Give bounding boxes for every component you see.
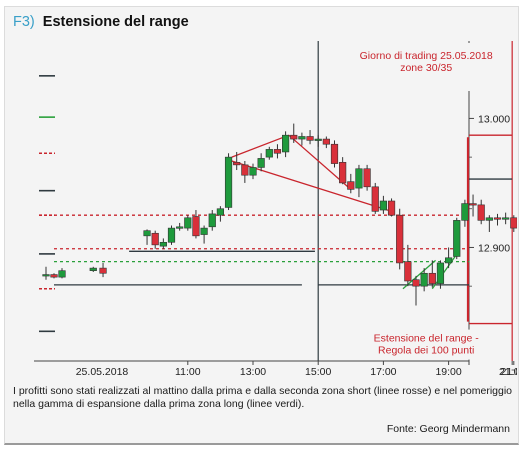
candle-body xyxy=(192,216,200,237)
candle-body xyxy=(249,167,257,176)
candle-body xyxy=(184,217,192,229)
candle-body xyxy=(167,227,176,243)
candle-body xyxy=(42,274,50,277)
entry-line xyxy=(402,259,436,290)
candle-body xyxy=(469,203,477,206)
candle-body xyxy=(58,270,66,278)
figure-title-text: Estensione del range xyxy=(42,14,189,30)
candle-body xyxy=(363,168,371,188)
candle-body xyxy=(143,230,151,237)
figure-title: F3) Estensione del range xyxy=(13,14,189,30)
candle-body xyxy=(379,200,388,211)
candle-body xyxy=(355,168,363,189)
candle-body xyxy=(241,164,249,176)
candle-body xyxy=(477,204,485,221)
candle-body xyxy=(502,217,510,220)
candle-body xyxy=(50,274,58,278)
annotation-bottom-line: Estensione del range - xyxy=(374,333,480,345)
candle-body xyxy=(314,138,322,141)
y-tick-label: 13.000 xyxy=(478,113,510,125)
x-tick-label: 19:00 xyxy=(435,366,461,375)
candle-body xyxy=(330,143,339,164)
figure-number: F3) xyxy=(13,14,35,30)
candle-body xyxy=(387,200,396,216)
candle-body xyxy=(208,213,216,228)
candle-body xyxy=(281,134,290,153)
candle-body xyxy=(89,267,97,271)
trend-line xyxy=(231,134,290,158)
candle-body xyxy=(265,149,273,158)
annotation-bottom-line: Regola dei 100 punti xyxy=(378,345,474,357)
candle-body xyxy=(412,279,420,287)
candle-body xyxy=(224,156,233,208)
annotation-box-bottom xyxy=(330,329,511,360)
candle-body xyxy=(257,158,265,168)
x-tick-label: 25.05.2018 xyxy=(76,366,129,375)
figure-caption: I profitti sono stati realizzati al matt… xyxy=(13,385,513,411)
candle-body xyxy=(273,149,282,154)
candle-body xyxy=(436,262,445,284)
y-tick-label: 12.900 xyxy=(478,242,510,254)
x-tick-label: 15:00 xyxy=(305,366,331,375)
candle-body xyxy=(347,181,355,190)
candle-body xyxy=(404,261,412,282)
annotation-top-line: zone 30/35 xyxy=(400,62,452,74)
candle-body xyxy=(461,203,469,221)
x-tick-label: 17:00 xyxy=(370,366,396,375)
annotation-top-line: Giorno di trading 25.05.2018 xyxy=(360,50,493,62)
candle-body xyxy=(200,227,208,235)
x-tick-label: 13:00 xyxy=(240,366,266,375)
candle-body xyxy=(306,136,314,141)
candle-body xyxy=(99,267,107,274)
candle-body xyxy=(396,214,404,264)
candle-body xyxy=(159,241,167,247)
x-tick-label: 11:00 xyxy=(175,366,201,375)
candle-body xyxy=(298,136,306,140)
candle-body xyxy=(216,208,225,216)
candle-body xyxy=(420,272,428,287)
candle-body xyxy=(322,138,330,145)
x-tick-label: 21:00 xyxy=(501,366,517,375)
candle-body xyxy=(493,217,502,220)
annotation-box-top xyxy=(330,43,511,91)
candle-body xyxy=(453,220,461,257)
candle-body xyxy=(339,161,347,184)
candle-body xyxy=(233,161,241,166)
candle-body xyxy=(151,232,159,246)
candle-body xyxy=(510,217,517,229)
candle-body xyxy=(176,226,184,229)
candle-body xyxy=(290,134,298,140)
candlestick-chart: 13.000 12.900 21:00 25.05.2018 11:00 13:00 15:… xyxy=(34,41,517,375)
candle-body xyxy=(371,186,379,212)
figure-source: Fonte: Georg Mindermann xyxy=(386,423,510,435)
candle-body xyxy=(485,217,493,221)
trend-line xyxy=(231,160,392,212)
figure-panel: F3) Estensione del range 13.000 12.900 21:… xyxy=(4,6,519,445)
candle-body xyxy=(428,272,436,284)
x-tick-label: 21:00 xyxy=(499,366,517,375)
candle-body xyxy=(444,257,453,264)
